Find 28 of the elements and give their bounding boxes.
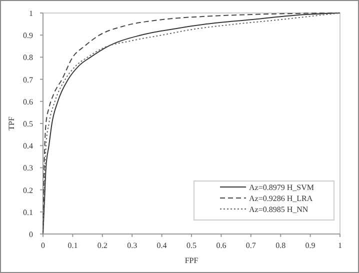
x-tick-label: 0.2 — [97, 241, 108, 250]
y-axis-title: TPF — [7, 116, 16, 130]
x-tick-label: 0.9 — [305, 241, 316, 250]
y-tick-label: 0.7 — [23, 75, 33, 84]
y-tick-label: 0.1 — [23, 208, 33, 217]
y-tick-label: 0.5 — [23, 120, 33, 128]
y-tick-label: 0.4 — [23, 142, 33, 151]
x-tick-label: 0.1 — [68, 241, 78, 250]
x-tick-label: 0.5 — [186, 241, 196, 250]
x-tick-label: 0.3 — [127, 241, 138, 250]
x-tick-label: 0.7 — [246, 241, 256, 250]
x-tick-label: 0 — [41, 241, 45, 250]
y-tick-label: 1 — [29, 9, 33, 18]
line-series — [42, 12, 340, 234]
x-axis-title: FPF — [184, 256, 199, 265]
y-tick-label: 0 — [29, 230, 33, 239]
x-tick-label: 0.4 — [156, 241, 167, 250]
y-tick-label: 0.6 — [23, 97, 33, 106]
y-tick-label: 0.8 — [23, 53, 33, 62]
legend-label: Az=0.8985 H_NN — [249, 205, 308, 214]
x-tick-label: 0.6 — [216, 241, 226, 250]
x-tick-label: 1 — [338, 241, 342, 250]
x-tick-label: 0.8 — [276, 241, 286, 250]
legend-label: Az=0.8979 H_SVM — [249, 183, 314, 192]
legend-label: Az=0.9286 H_LRA — [249, 194, 313, 203]
y-tick-label: 0.3 — [23, 164, 33, 173]
y-tick-label: 0.2 — [23, 186, 33, 195]
y-tick-label: 0.9 — [23, 31, 33, 40]
